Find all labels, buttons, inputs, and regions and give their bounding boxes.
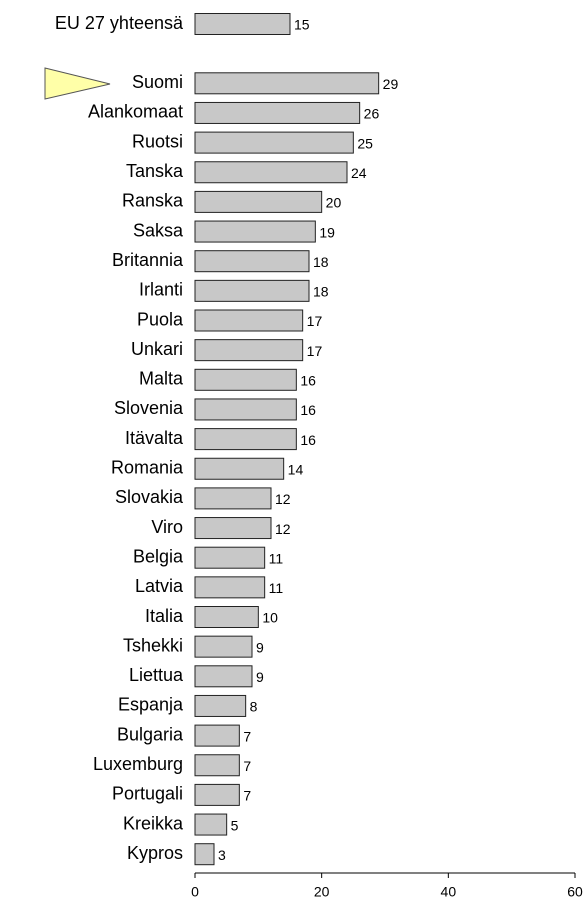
- category-label: Malta: [139, 369, 184, 389]
- category-label: Puola: [137, 309, 184, 329]
- value-label: 26: [364, 106, 380, 122]
- bar: [194, 279, 310, 302]
- bar: [194, 161, 348, 184]
- bar: [194, 101, 361, 124]
- bar: [194, 131, 354, 154]
- x-tick-label: 60: [567, 884, 583, 900]
- value-label: 7: [243, 758, 251, 774]
- category-label: Slovenia: [114, 398, 184, 418]
- category-label: Ruotsi: [132, 131, 183, 151]
- value-label: 20: [326, 195, 342, 211]
- value-label: 7: [243, 728, 251, 744]
- category-label: Itävalta: [125, 428, 184, 448]
- bar: [194, 72, 380, 95]
- bar: [194, 457, 285, 480]
- x-tick-label: 20: [314, 884, 330, 900]
- bar: [194, 754, 240, 777]
- value-label: 17: [307, 313, 323, 329]
- category-label: Irlanti: [139, 280, 183, 300]
- value-label: 9: [256, 639, 264, 655]
- category-label: Saksa: [133, 220, 184, 240]
- value-label: 12: [275, 491, 291, 507]
- value-label: 17: [307, 343, 323, 359]
- category-label: Liettua: [129, 665, 184, 685]
- value-label: 16: [300, 432, 316, 448]
- category-label: Britannia: [112, 250, 184, 270]
- bar: [194, 398, 297, 421]
- category-label: Latvia: [135, 576, 184, 596]
- category-label: Tshekki: [123, 635, 183, 655]
- category-label: Italia: [145, 606, 184, 626]
- bar: [194, 783, 240, 806]
- bar: [194, 665, 253, 688]
- bar: [194, 813, 228, 836]
- bar: [194, 487, 272, 510]
- bar: [194, 694, 247, 717]
- category-label: Kreikka: [123, 813, 184, 833]
- value-label: 12: [275, 521, 291, 537]
- value-label: 11: [269, 550, 284, 566]
- value-label: 14: [288, 461, 304, 477]
- category-label: Luxemburg: [93, 754, 183, 774]
- bar: [194, 13, 291, 35]
- value-label: 11: [269, 580, 284, 596]
- category-label: Bulgaria: [117, 724, 184, 744]
- value-label: 3: [218, 847, 226, 863]
- category-label: Suomi: [132, 72, 183, 92]
- category-label: Viro: [151, 517, 183, 537]
- value-label: 18: [313, 254, 329, 270]
- bar: [194, 546, 266, 569]
- x-tick-label: 0: [191, 884, 199, 900]
- value-label: 16: [300, 402, 316, 418]
- bar: [194, 517, 272, 540]
- category-label: Tanska: [126, 161, 184, 181]
- category-label: EU 27 yhteensä: [55, 13, 184, 33]
- value-label: 24: [351, 165, 367, 181]
- category-label: Alankomaat: [88, 102, 183, 122]
- bar: [194, 190, 323, 213]
- value-label: 10: [262, 610, 278, 626]
- bar: [194, 250, 310, 273]
- value-label: 18: [313, 284, 329, 300]
- category-label: Unkari: [131, 339, 183, 359]
- category-label: Belgia: [133, 546, 184, 566]
- bar: [194, 843, 215, 866]
- value-label: 29: [383, 76, 399, 92]
- category-label: Slovakia: [115, 487, 184, 507]
- value-label: 9: [256, 669, 264, 685]
- category-label: Ranska: [122, 191, 184, 211]
- bar: [194, 368, 297, 391]
- category-label: Portugali: [112, 784, 183, 804]
- category-label: Espanja: [118, 695, 184, 715]
- bar: [194, 428, 297, 451]
- value-label: 5: [231, 817, 239, 833]
- bar: [194, 339, 304, 362]
- category-label: Kypros: [127, 843, 183, 863]
- bar: [194, 309, 304, 332]
- value-label: 7: [243, 788, 251, 804]
- value-label: 8: [250, 699, 258, 715]
- value-label: 16: [300, 373, 316, 389]
- bar: [194, 724, 240, 747]
- bar: [194, 576, 266, 599]
- category-label: Romania: [111, 458, 184, 478]
- bar: [194, 220, 316, 243]
- bar: [194, 635, 253, 658]
- value-label: 19: [319, 224, 335, 240]
- value-label: 25: [357, 135, 373, 151]
- value-label: 15: [294, 17, 310, 33]
- bar: [194, 606, 259, 628]
- highlight-pointer: [44, 67, 111, 100]
- x-tick-label: 40: [441, 884, 457, 900]
